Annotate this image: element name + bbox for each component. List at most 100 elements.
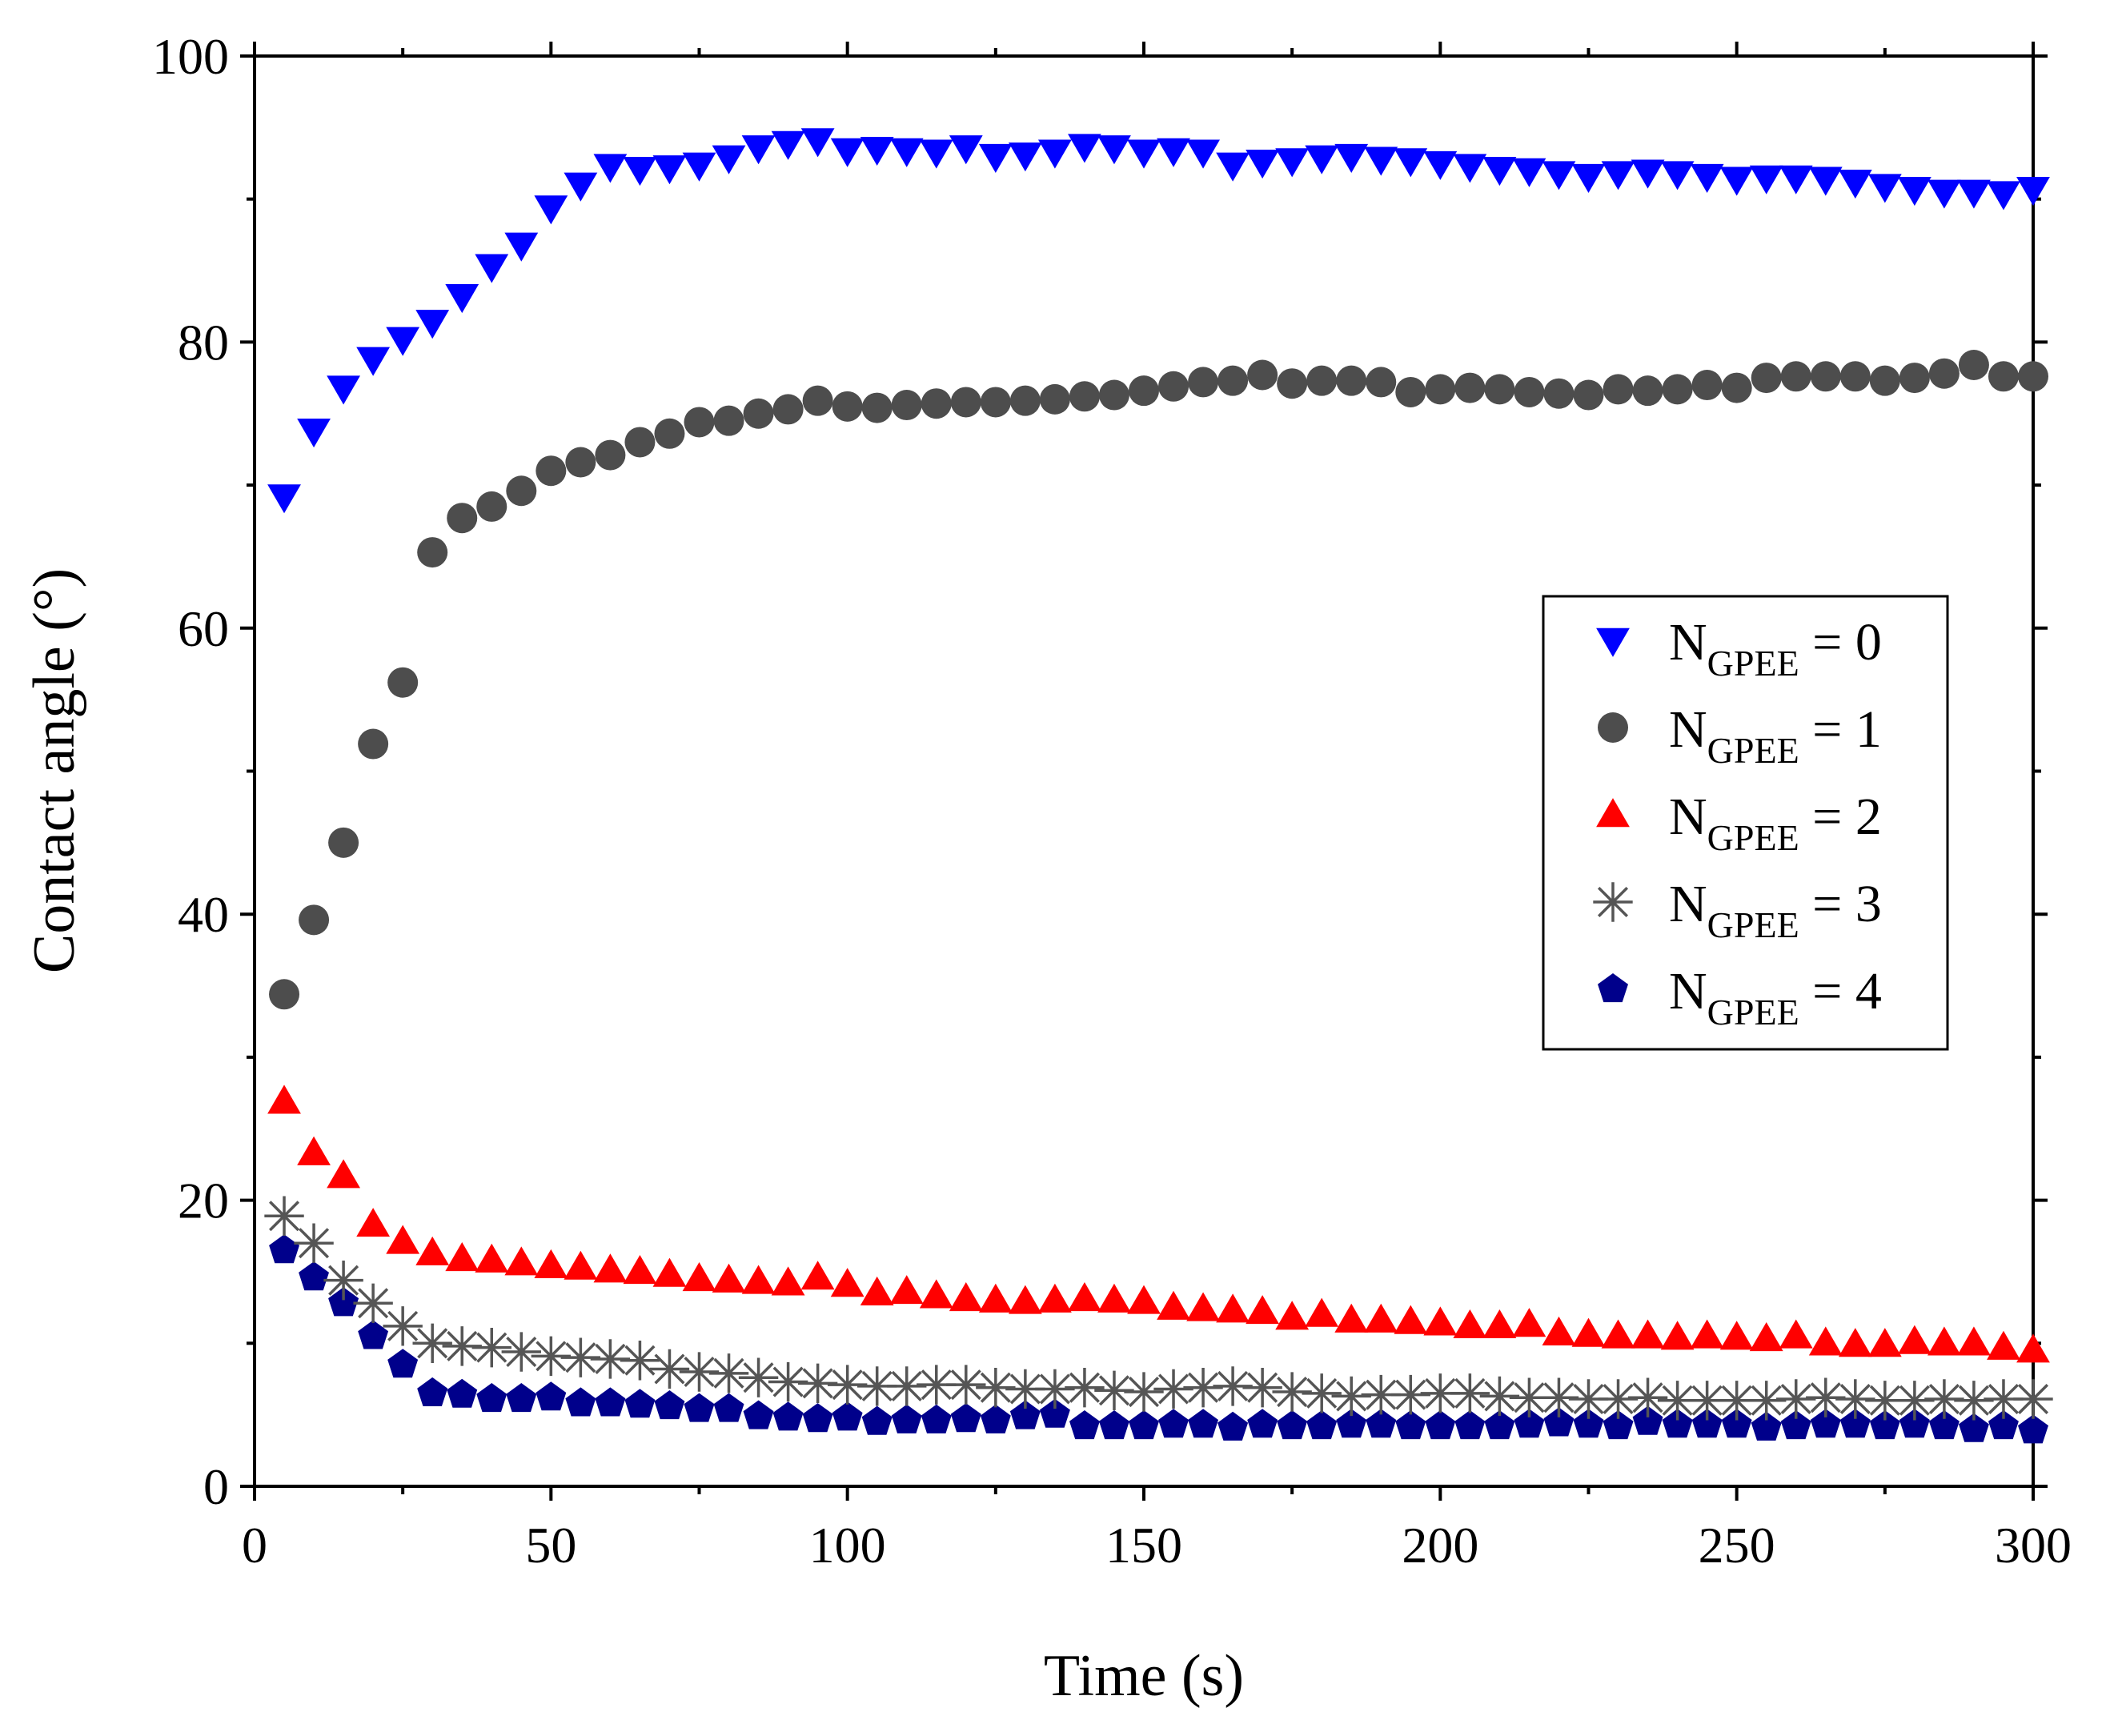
data-point xyxy=(358,1320,389,1349)
data-point xyxy=(950,1403,981,1433)
data-point xyxy=(2018,361,2048,392)
series-2 xyxy=(267,1084,2050,1363)
data-point xyxy=(1395,376,1426,407)
data-point xyxy=(297,418,331,448)
x-tick-label: 250 xyxy=(1699,1517,1775,1574)
data-point xyxy=(1780,361,1811,392)
data-point xyxy=(1512,1308,1546,1337)
data-point xyxy=(1779,1319,1813,1349)
data-point xyxy=(861,392,893,423)
marks-layer xyxy=(264,128,2053,1444)
data-point xyxy=(299,904,330,936)
data-point xyxy=(1098,379,1129,411)
legend-label-main: N xyxy=(1669,875,1707,933)
data-point xyxy=(1275,148,1310,178)
y-tick-label: 100 xyxy=(152,28,229,85)
data-point xyxy=(891,390,922,421)
data-point xyxy=(1987,181,2020,210)
data-point xyxy=(358,728,389,760)
data-point xyxy=(1895,1381,1935,1421)
data-point xyxy=(802,385,833,416)
data-point xyxy=(1153,1369,1193,1409)
data-point xyxy=(1509,1377,1550,1417)
data-point xyxy=(353,1283,393,1323)
data-point xyxy=(387,667,419,698)
legend-marker xyxy=(1596,798,1630,828)
data-point xyxy=(1808,166,1843,196)
data-point xyxy=(1394,1305,1428,1334)
data-point xyxy=(267,1084,301,1114)
data-point xyxy=(475,254,509,283)
data-point xyxy=(830,138,864,167)
legend-label-sub: GPEE xyxy=(1707,730,1799,771)
data-point xyxy=(1749,1322,1783,1352)
data-point xyxy=(889,138,924,167)
legend-label: NGPEE = 0 xyxy=(1669,613,1882,684)
data-point xyxy=(1395,1410,1426,1440)
data-point xyxy=(1305,1297,1339,1327)
data-point xyxy=(1719,166,1754,196)
data-point xyxy=(771,1266,805,1296)
data-point xyxy=(1988,361,2019,392)
data-point xyxy=(1482,1309,1517,1339)
data-point xyxy=(1897,1325,1932,1354)
data-point xyxy=(445,284,479,314)
data-point xyxy=(1216,152,1250,182)
data-point xyxy=(1366,1409,1397,1438)
data-point xyxy=(564,172,598,202)
data-point xyxy=(536,1381,567,1411)
data-point xyxy=(1928,1326,1961,1356)
data-point xyxy=(415,310,450,339)
legend-label-tail: = 4 xyxy=(1799,962,1882,1020)
data-point xyxy=(772,1401,804,1431)
data-point xyxy=(1721,1409,1752,1438)
data-point xyxy=(1719,1321,1754,1350)
data-point xyxy=(889,1275,924,1305)
data-point xyxy=(1038,1283,1072,1313)
data-point xyxy=(1779,165,1813,194)
data-point xyxy=(978,143,1013,173)
data-point xyxy=(1662,1409,1693,1438)
data-point xyxy=(1690,163,1724,194)
data-point xyxy=(297,1136,331,1165)
data-point xyxy=(328,1287,359,1317)
legend-marker xyxy=(1598,973,1628,1003)
data-point xyxy=(772,394,804,425)
data-point xyxy=(861,1405,893,1435)
data-point xyxy=(1514,376,1545,407)
data-point xyxy=(1869,365,1900,396)
data-point xyxy=(1246,150,1280,179)
data-point xyxy=(1806,1377,1846,1417)
data-point xyxy=(1573,379,1604,411)
data-point xyxy=(713,405,744,436)
data-point xyxy=(771,130,805,160)
data-point xyxy=(1865,1381,1905,1421)
data-point xyxy=(1454,372,1486,403)
data-point xyxy=(1835,1379,1875,1419)
data-point xyxy=(1009,385,1041,416)
data-point xyxy=(1217,1411,1249,1441)
data-point xyxy=(857,1366,897,1406)
data-point xyxy=(921,1404,952,1433)
data-point xyxy=(1543,378,1574,409)
data-point xyxy=(1035,1369,1075,1409)
y-tick-label: 60 xyxy=(178,600,229,657)
legend-marker xyxy=(1593,882,1633,922)
legend-label: NGPEE = 2 xyxy=(1669,788,1882,858)
data-point xyxy=(1747,1381,1787,1421)
data-point xyxy=(1038,139,1072,169)
data-point xyxy=(1334,143,1369,173)
data-point xyxy=(623,156,657,186)
legend-label: NGPEE = 4 xyxy=(1669,962,1882,1032)
data-point xyxy=(564,1250,598,1280)
y-axis-title: Contact angle (°) xyxy=(22,568,87,973)
data-point xyxy=(1512,158,1546,187)
data-point xyxy=(1660,1321,1695,1350)
legend-label: NGPEE = 1 xyxy=(1669,700,1882,771)
data-point xyxy=(1068,134,1101,163)
y-tick-label: 20 xyxy=(178,1173,229,1229)
data-point xyxy=(1305,145,1339,174)
x-tick-label: 200 xyxy=(1402,1517,1478,1574)
data-point xyxy=(832,1401,863,1431)
data-point xyxy=(1484,1410,1515,1440)
